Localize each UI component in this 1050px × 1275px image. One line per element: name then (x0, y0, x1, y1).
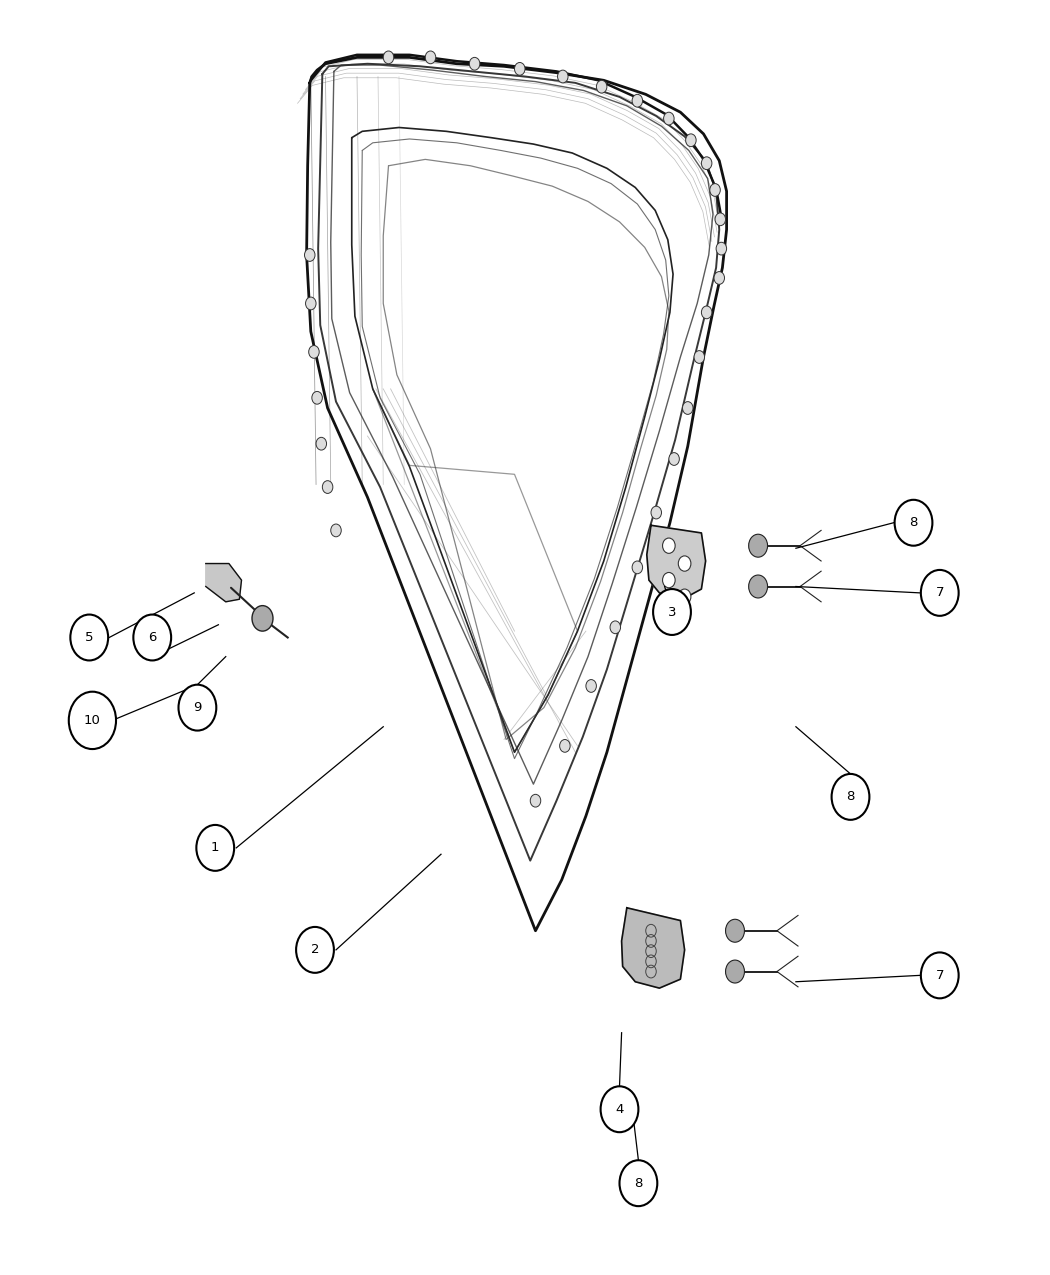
Circle shape (304, 249, 315, 261)
Text: 5: 5 (85, 631, 93, 644)
Circle shape (714, 272, 724, 284)
Text: 7: 7 (936, 969, 944, 982)
Circle shape (710, 184, 720, 196)
Circle shape (663, 572, 675, 588)
Circle shape (895, 500, 932, 546)
Circle shape (469, 57, 480, 70)
Text: 10: 10 (84, 714, 101, 727)
Text: 8: 8 (634, 1177, 643, 1190)
Circle shape (560, 740, 570, 752)
Circle shape (586, 680, 596, 692)
Text: 3: 3 (668, 606, 676, 618)
Text: 1: 1 (211, 842, 219, 854)
Circle shape (425, 51, 436, 64)
Circle shape (682, 402, 693, 414)
Circle shape (678, 556, 691, 571)
Circle shape (530, 794, 541, 807)
Circle shape (651, 506, 662, 519)
Circle shape (383, 51, 394, 64)
Circle shape (596, 80, 607, 93)
Polygon shape (647, 525, 706, 599)
Circle shape (70, 615, 108, 660)
Text: 6: 6 (148, 631, 156, 644)
Circle shape (601, 1086, 638, 1132)
Circle shape (749, 575, 768, 598)
Text: 4: 4 (615, 1103, 624, 1116)
Circle shape (620, 1160, 657, 1206)
Circle shape (178, 685, 216, 731)
Circle shape (921, 952, 959, 998)
Circle shape (701, 306, 712, 319)
Circle shape (921, 570, 959, 616)
Circle shape (686, 134, 696, 147)
Circle shape (309, 346, 319, 358)
Circle shape (749, 534, 768, 557)
Circle shape (316, 437, 327, 450)
Circle shape (832, 774, 869, 820)
Polygon shape (206, 564, 242, 602)
Circle shape (678, 589, 691, 604)
Polygon shape (622, 908, 685, 988)
Circle shape (716, 242, 727, 255)
Circle shape (726, 919, 744, 942)
Circle shape (663, 538, 675, 553)
Text: 9: 9 (193, 701, 202, 714)
Circle shape (68, 691, 116, 750)
Circle shape (694, 351, 705, 363)
Circle shape (196, 825, 234, 871)
Circle shape (558, 70, 568, 83)
Circle shape (514, 62, 525, 75)
Circle shape (252, 606, 273, 631)
Text: 2: 2 (311, 944, 319, 956)
Circle shape (726, 960, 744, 983)
Circle shape (296, 927, 334, 973)
Circle shape (306, 297, 316, 310)
Circle shape (632, 561, 643, 574)
Circle shape (632, 94, 643, 107)
Circle shape (610, 621, 621, 634)
Text: 8: 8 (909, 516, 918, 529)
Circle shape (715, 213, 726, 226)
Circle shape (664, 112, 674, 125)
Circle shape (669, 453, 679, 465)
Circle shape (312, 391, 322, 404)
Circle shape (133, 615, 171, 660)
Circle shape (331, 524, 341, 537)
Circle shape (653, 589, 691, 635)
Text: 7: 7 (936, 586, 944, 599)
Circle shape (701, 157, 712, 170)
Text: 8: 8 (846, 790, 855, 803)
Circle shape (322, 481, 333, 493)
